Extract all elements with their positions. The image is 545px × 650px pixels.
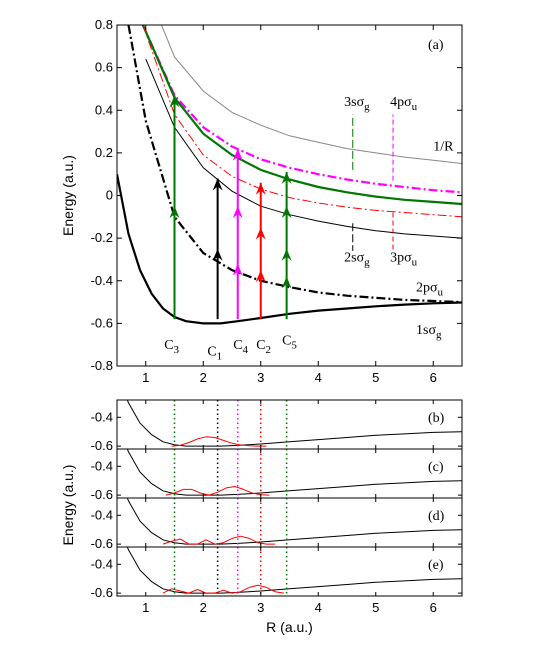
curve-2 [141, 25, 462, 206]
ytick-label-3-0: -0.4 [91, 507, 113, 522]
ytick-label-a-7: 0.6 [95, 60, 113, 75]
arrowhead-1-1 [212, 178, 223, 191]
wavefunction-1 [171, 436, 267, 447]
ytick-label-a-2: -0.4 [91, 273, 113, 288]
ytick-label-a-1: -0.6 [91, 315, 113, 330]
panel-a: -0.8 -0.6 -0.4 -0.2 0 0.2 0.4 0.6 0.8 1 2 3 4 5 6 Energ… [60, 17, 463, 385]
xtick-label-a-2: 3 [257, 370, 264, 385]
xtick-label-a-3: 4 [315, 370, 322, 385]
arrowhead-4-0 [281, 276, 292, 289]
curve-label-2: 1sσg [416, 323, 442, 341]
arrowhead-2-0 [232, 263, 243, 276]
panel-label-a: (a) [428, 38, 444, 53]
ytick-label-1-1: -0.6 [91, 438, 113, 453]
curve-4 [145, 58, 462, 239]
plot-area-a [117, 25, 462, 325]
panel-e: -0.4 -0.6 (e) 1 2 3 4 5 6 R (a.u.) [91, 546, 463, 635]
arrowhead-2-2 [232, 148, 243, 161]
curve-label-5: 2sσg [344, 251, 370, 269]
xtick-label-a-4: 5 [372, 370, 379, 385]
curve-label-3: 3sσg [344, 95, 370, 113]
xtick-label-4-2: 3 [257, 600, 264, 615]
xtick-label-a-0: 1 [142, 370, 149, 385]
panel-c: -0.4 -0.6 (c) [91, 448, 463, 502]
ground-curve-1 [126, 400, 462, 447]
ytick-label-4-1: -0.6 [91, 585, 113, 600]
panel-label-2: (c) [428, 460, 444, 475]
xtick-label-4-3: 4 [315, 600, 322, 615]
y-axis-label-a: Energy (a.u.) [60, 155, 76, 236]
curve-label-6: 3pσu [390, 251, 418, 269]
arrowhead-0-0 [169, 206, 180, 219]
wavefunction-2 [165, 486, 270, 496]
ytick-label-a-4: 0 [106, 188, 113, 203]
transition-label-2: C4 [233, 338, 248, 356]
ground-curve-3 [126, 498, 462, 545]
panel-b: -0.4 -0.6 (b) [91, 399, 463, 453]
curve-6 [117, 173, 462, 325]
ytick-label-2-1: -0.6 [91, 487, 113, 502]
plot-area-2 [126, 449, 462, 498]
xtick-label-4-1: 2 [200, 600, 207, 615]
panel-d: -0.4 -0.6 (d) [91, 497, 463, 551]
curve-0 [160, 25, 462, 164]
ytick-label-3-1: -0.6 [91, 536, 113, 551]
curve-label-1: 2pσu [416, 280, 444, 298]
ytick-label-a-0: -0.8 [91, 358, 113, 373]
ytick-label-a-8: 0.8 [95, 17, 113, 32]
ytick-label-1-0: -0.4 [91, 409, 113, 424]
transition-label-4: C5 [282, 334, 297, 352]
arrowhead-3-2 [255, 182, 266, 195]
arrowhead-4-1 [281, 248, 292, 261]
ytick-label-a-6: 0.4 [95, 102, 113, 117]
plot-area-1 [126, 400, 462, 449]
curve-label-4: 4pσu [390, 95, 418, 113]
xtick-label-4-4: 5 [372, 600, 379, 615]
ytick-label-2-0: -0.4 [91, 458, 113, 473]
panel-label-4: (e) [428, 558, 444, 573]
plot-area-3 [126, 498, 462, 547]
curve-label-0: 1/R [433, 140, 454, 155]
xtick-label-4-5: 6 [430, 600, 437, 615]
arrowhead-3-1 [255, 227, 266, 240]
plot-area-4 [126, 547, 462, 596]
frame-4 [116, 546, 463, 597]
panel-label-3: (d) [428, 509, 445, 524]
wavefunction-4 [162, 584, 284, 594]
ground-curve-4 [126, 547, 462, 594]
transition-label-0: C3 [164, 338, 179, 356]
arrowhead-1-0 [212, 248, 223, 261]
transition-label-1: C1 [207, 344, 222, 362]
arrowhead-0-1 [169, 95, 180, 108]
curve-3 [142, 25, 462, 218]
ytick-label-a-5: 0.2 [95, 145, 113, 160]
bottom-y-axis-label: Energy (a.u.) [60, 465, 76, 546]
ground-curve-2 [126, 449, 462, 496]
xtick-label-a-5: 6 [430, 370, 437, 385]
arrowhead-4-3 [281, 172, 292, 185]
arrowhead-2-1 [232, 206, 243, 219]
xtick-label-4-0: 1 [142, 600, 149, 615]
panel-label-1: (b) [428, 411, 445, 426]
transition-label-3: C2 [256, 338, 271, 356]
x-axis-label: R (a.u.) [266, 619, 313, 635]
arrowhead-4-2 [281, 206, 292, 219]
arrowhead-3-0 [255, 270, 266, 283]
ytick-label-a-3: -0.2 [91, 230, 113, 245]
xtick-label-a-1: 2 [200, 370, 207, 385]
ytick-label-4-0: -0.4 [91, 556, 113, 571]
wavefunction-3 [162, 535, 276, 545]
